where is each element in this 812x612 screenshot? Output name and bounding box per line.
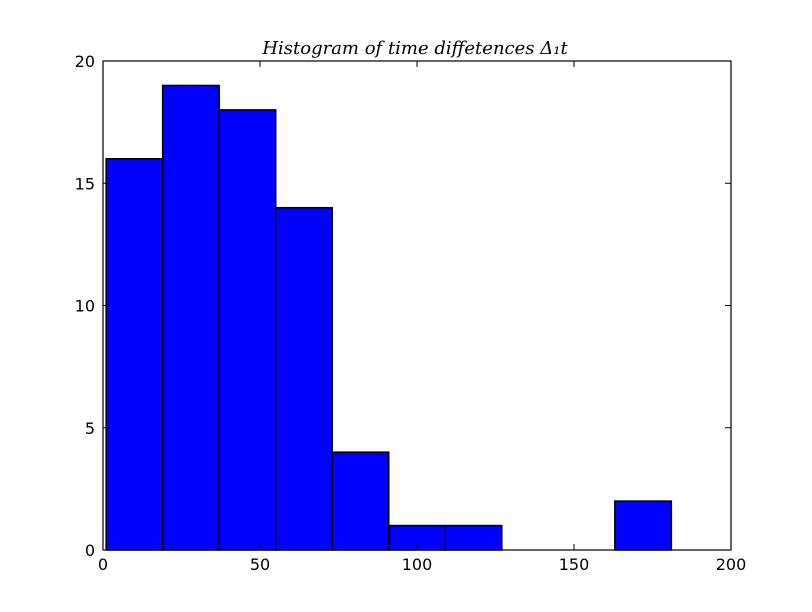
y-tick-label: 5 (85, 419, 95, 438)
x-tick-label: 200 (716, 555, 747, 574)
histogram-bar (444, 524, 503, 551)
histogram-bar (218, 109, 277, 551)
y-tick-label: 15 (75, 174, 95, 193)
histogram-bar (614, 500, 673, 551)
histogram-bar (331, 451, 390, 551)
ticks-layer: 0 50 100 150 200 0 5 10 15 20 (75, 52, 747, 574)
x-tick-label: 0 (98, 555, 108, 574)
histogram-bar (105, 158, 164, 551)
histogram-bar (274, 206, 333, 551)
x-tick-label: 50 (250, 555, 270, 574)
y-tick-label: 10 (75, 297, 95, 316)
x-tick-label: 100 (402, 555, 433, 574)
x-tick-label: 150 (559, 555, 590, 574)
chart-title: Histogram of time diffetences Δ₁t (261, 38, 568, 59)
histogram-bar (161, 84, 220, 551)
y-tick-label: 20 (75, 52, 95, 71)
bars-layer (105, 84, 673, 551)
y-tick-label: 0 (85, 541, 95, 560)
